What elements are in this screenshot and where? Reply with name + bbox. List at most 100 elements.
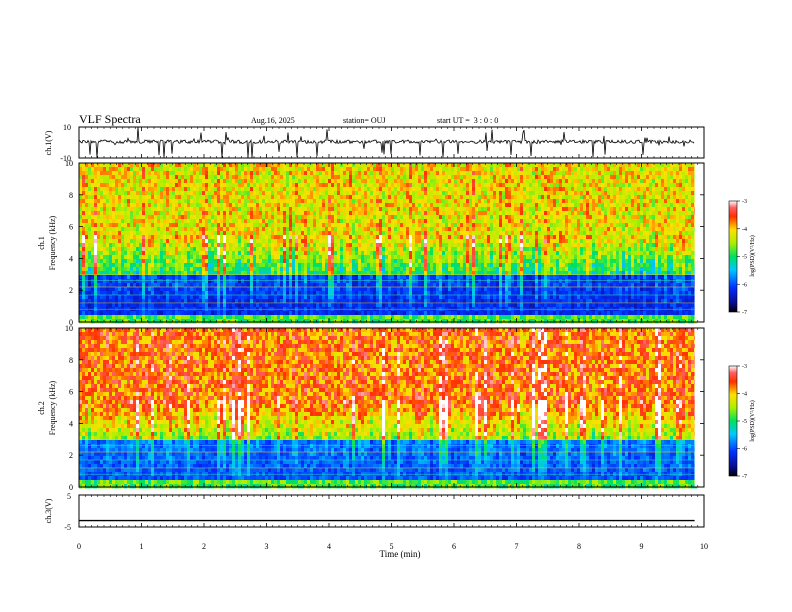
spectrogram-cell [133, 191, 136, 195]
spectrogram-cell [421, 235, 424, 239]
spectrogram-cell [442, 163, 445, 167]
spectrogram-cell [406, 247, 409, 251]
spectrogram-cell [322, 311, 325, 315]
spectrogram-cell [214, 227, 217, 231]
spectrogram-cell [154, 275, 157, 279]
spectrogram-cell [127, 171, 130, 175]
spectrogram-cell [238, 207, 241, 211]
spectrogram-cell [370, 167, 373, 171]
spectrogram-cell [121, 219, 124, 223]
spectrogram-cell [343, 191, 346, 195]
spectrogram-cell [163, 235, 166, 239]
spectrogram-cell [328, 195, 331, 199]
spectrogram-cell [310, 303, 313, 307]
spectrogram-cell [205, 247, 208, 251]
spectrogram-cell [148, 227, 151, 231]
spectrogram-cell [298, 279, 301, 283]
spectrogram-cell [97, 311, 100, 315]
spectrogram-cell [337, 303, 340, 307]
spectrogram-cell [340, 223, 343, 227]
spectrogram-cell [262, 223, 265, 227]
spectrogram-cell [292, 183, 295, 187]
spectrogram-cell [181, 243, 184, 247]
spectrogram-cell [433, 179, 436, 183]
spectrogram-cell [211, 295, 214, 299]
spectrogram-cell [361, 163, 364, 167]
spectrogram-cell [313, 311, 316, 315]
spectrogram-cell [178, 187, 181, 191]
spectrogram-cell [85, 195, 88, 199]
spectrogram-cell [292, 175, 295, 179]
spectrogram-cell [304, 263, 307, 267]
spectrogram-cell [94, 163, 97, 167]
spectrogram-cell [406, 191, 409, 195]
spectrogram-cell [169, 235, 172, 239]
spectrogram-cell [412, 171, 415, 175]
spectrogram-cell [184, 227, 187, 231]
spectrogram-cell [292, 195, 295, 199]
spectrogram-cell [250, 239, 253, 243]
spectrogram-cell [145, 171, 148, 175]
spectrogram-cell [280, 315, 283, 319]
spectrogram-cell [100, 191, 103, 195]
spectrogram-cell [385, 275, 388, 279]
spectrogram-cell [199, 163, 202, 167]
spectrogram-cell [370, 207, 373, 211]
spectrogram-cell [316, 295, 319, 299]
spectrogram-cell [178, 171, 181, 175]
spectrogram-cell [313, 319, 316, 323]
spectrogram-cell [301, 247, 304, 251]
spectrogram-cell [151, 187, 154, 191]
spectrogram-cell [277, 227, 280, 231]
spectrogram-cell [274, 287, 277, 291]
spectrogram-cell [115, 279, 118, 283]
spectrogram-cell [88, 227, 91, 231]
spectrogram-cell [364, 263, 367, 267]
spectrogram-cell [247, 207, 250, 211]
spectrogram-cell [157, 227, 160, 231]
spectrogram-cell [337, 191, 340, 195]
spectrogram-cell [229, 203, 232, 207]
spectrogram-cell [187, 207, 190, 211]
spectrogram-cell [283, 287, 286, 291]
spectrogram-cell [211, 175, 214, 179]
spectrogram-cell [256, 203, 259, 207]
spectrogram-cell [295, 279, 298, 283]
spectrogram-cell [445, 239, 448, 243]
spectrogram-cell [211, 195, 214, 199]
spectrogram-cell [265, 199, 268, 203]
spectrogram-cell [241, 179, 244, 183]
spectrogram-cell [172, 287, 175, 291]
spectrogram-cell [214, 171, 217, 175]
spectrogram-cell [376, 287, 379, 291]
spectrogram-cell [91, 179, 94, 183]
spectrogram-cell [289, 255, 292, 259]
spectrogram-cell [316, 187, 319, 191]
spectrogram-cell [364, 167, 367, 171]
spectrogram-cell [199, 223, 202, 227]
spectrogram-cell [373, 211, 376, 215]
spectrogram-cell [331, 315, 334, 319]
spectrogram-cell [178, 287, 181, 291]
spectrogram-cell [109, 227, 112, 231]
spectrogram-cell [142, 215, 145, 219]
spectrogram-cell [400, 319, 403, 323]
spectrogram-cell [142, 223, 145, 227]
spectrogram-cell [151, 175, 154, 179]
spectrogram-cell [388, 275, 391, 279]
spectrogram-cell [280, 175, 283, 179]
spectrogram-cell [310, 219, 313, 223]
spectrogram-cell [85, 303, 88, 307]
spectrogram-cell [388, 263, 391, 267]
spectrogram-cell [355, 267, 358, 271]
spectrogram-cell [451, 223, 454, 227]
spectrogram-cell [259, 259, 262, 263]
spectrogram-cell [328, 319, 331, 323]
spectrogram-cell [262, 287, 265, 291]
spectrogram-cell [130, 255, 133, 259]
spectrogram-cell [403, 171, 406, 175]
spectrogram-cell [214, 183, 217, 187]
spectrogram-cell [301, 235, 304, 239]
spectrogram-cell [427, 275, 430, 279]
spectrogram-cell [136, 279, 139, 283]
